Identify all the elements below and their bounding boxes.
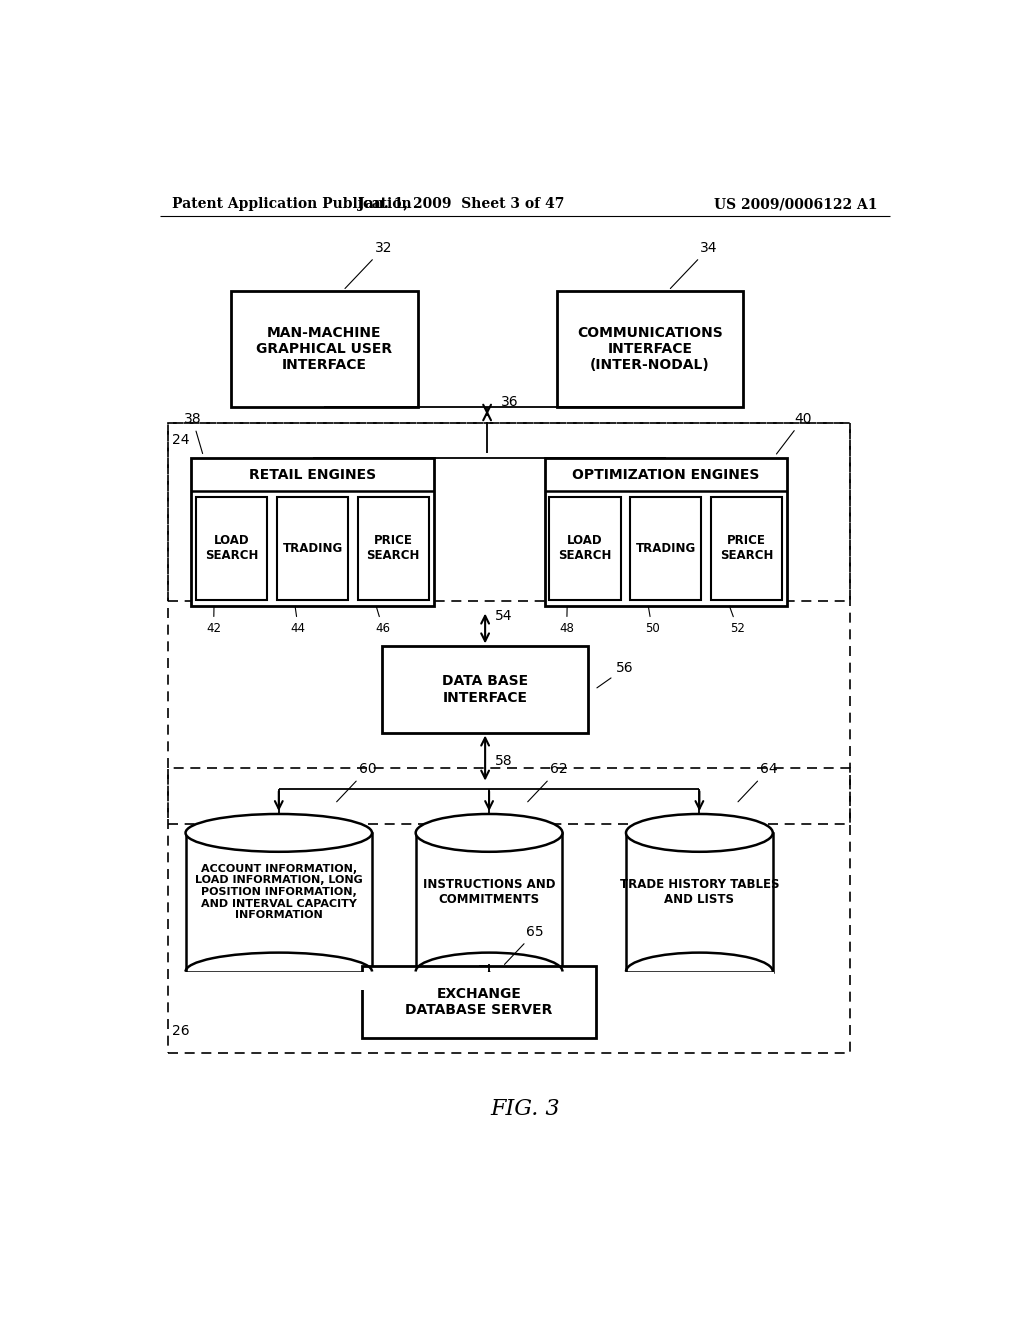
Bar [545, 458, 786, 606]
Text: 62: 62 [527, 763, 567, 801]
Text: 44: 44 [291, 606, 306, 635]
Bar [550, 496, 621, 599]
Bar [197, 496, 267, 599]
Text: RETAIL ENGINES: RETAIL ENGINES [249, 467, 376, 482]
Text: COMMUNICATIONS
INTERFACE
(INTER-NODAL): COMMUNICATIONS INTERFACE (INTER-NODAL) [577, 326, 723, 372]
Bar [184, 972, 373, 990]
Text: 42: 42 [206, 606, 221, 635]
Bar [626, 833, 773, 972]
Bar [362, 966, 596, 1038]
Text: 65: 65 [505, 925, 544, 965]
Text: TRADING: TRADING [636, 541, 695, 554]
Text: TRADING: TRADING [283, 541, 343, 554]
Text: 38: 38 [183, 412, 203, 454]
Text: 26: 26 [172, 1023, 189, 1038]
Text: FIG. 3: FIG. 3 [490, 1098, 559, 1119]
Text: MAN-MACHINE
GRAPHICAL USER
INTERFACE: MAN-MACHINE GRAPHICAL USER INTERFACE [256, 326, 392, 372]
Text: TRADE HISTORY TABLES
AND LISTS: TRADE HISTORY TABLES AND LISTS [620, 878, 779, 906]
Bar [382, 647, 588, 733]
Bar [168, 422, 850, 602]
Bar [630, 496, 701, 599]
Bar [711, 496, 782, 599]
Bar [557, 290, 743, 408]
Text: LOAD
SEARCH: LOAD SEARCH [205, 535, 258, 562]
Text: 54: 54 [495, 609, 512, 623]
Text: DATA BASE
INTERFACE: DATA BASE INTERFACE [442, 675, 528, 705]
Bar [416, 833, 562, 972]
Text: 34: 34 [671, 242, 718, 289]
Text: 32: 32 [345, 242, 392, 289]
Text: 56: 56 [597, 661, 634, 688]
Text: ACCOUNT INFORMATION,
LOAD INFORMATION, LONG
POSITION INFORMATION,
AND INTERVAL C: ACCOUNT INFORMATION, LOAD INFORMATION, L… [195, 863, 362, 920]
Text: EXCHANGE
DATABASE SERVER: EXCHANGE DATABASE SERVER [406, 987, 553, 1018]
Bar [185, 833, 372, 972]
Ellipse shape [185, 814, 372, 851]
Text: LOAD
SEARCH: LOAD SEARCH [558, 535, 611, 562]
Text: PRICE
SEARCH: PRICE SEARCH [720, 535, 773, 562]
Text: 24: 24 [172, 433, 189, 447]
Text: PRICE
SEARCH: PRICE SEARCH [367, 535, 420, 562]
Bar [415, 972, 563, 990]
Bar [276, 496, 348, 599]
Text: 48: 48 [559, 606, 574, 635]
Bar [231, 290, 418, 408]
Bar [191, 458, 433, 606]
Text: 60: 60 [337, 763, 376, 801]
Text: 64: 64 [738, 763, 777, 801]
Bar [168, 768, 850, 1053]
Text: OPTIMIZATION ENGINES: OPTIMIZATION ENGINES [572, 467, 760, 482]
Text: 52: 52 [729, 606, 745, 635]
Text: 50: 50 [645, 606, 659, 635]
Text: 46: 46 [376, 606, 390, 635]
Text: US 2009/0006122 A1: US 2009/0006122 A1 [715, 197, 878, 211]
Text: Patent Application Publication: Patent Application Publication [172, 197, 412, 211]
Text: INSTRUCTIONS AND
COMMITMENTS: INSTRUCTIONS AND COMMITMENTS [423, 878, 555, 906]
Text: Jan. 1, 2009  Sheet 3 of 47: Jan. 1, 2009 Sheet 3 of 47 [358, 197, 564, 211]
Ellipse shape [416, 814, 562, 851]
Bar [168, 422, 850, 824]
Bar [357, 496, 429, 599]
Text: 36: 36 [502, 395, 519, 409]
Text: 40: 40 [776, 412, 812, 454]
Bar [626, 972, 773, 990]
Text: 58: 58 [495, 754, 512, 768]
Ellipse shape [626, 814, 773, 851]
